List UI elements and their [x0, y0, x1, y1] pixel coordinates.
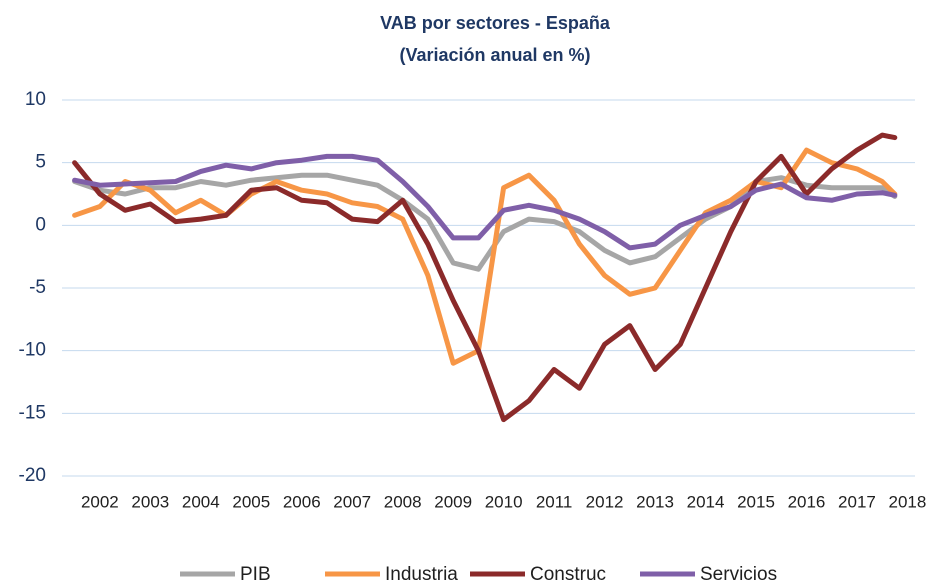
legend-label: PIB [240, 564, 271, 585]
x-tick-label: 2007 [333, 492, 371, 511]
chart-subtitle: (Variación anual en %) [399, 45, 590, 65]
x-tick-label: 2018 [889, 492, 927, 511]
y-tick-label: -20 [19, 465, 46, 486]
x-tick-label: 2005 [232, 492, 270, 511]
y-tick-label: 0 [35, 214, 46, 235]
x-tick-label: 2010 [485, 492, 523, 511]
x-tick-label: 2013 [636, 492, 674, 511]
chart-title: VAB por sectores - España [380, 13, 611, 33]
x-tick-label: 2006 [283, 492, 321, 511]
series-line [72, 153, 898, 251]
x-tick-label: 2003 [131, 492, 169, 511]
legend-label: Industria [385, 564, 458, 585]
y-tick-label: -10 [19, 340, 46, 361]
x-tick-label: 2017 [838, 492, 876, 511]
x-tick-label: 2008 [384, 492, 422, 511]
series-line [72, 172, 898, 272]
x-tick-label: 2004 [182, 492, 220, 511]
y-tick-label: -5 [29, 277, 46, 298]
series-line [72, 132, 898, 423]
x-tick-label: 2012 [586, 492, 624, 511]
x-tick-label: 2014 [687, 492, 725, 511]
y-tick-label: 5 [35, 152, 46, 173]
x-tick-label: 2002 [81, 492, 119, 511]
x-tick-label: 2016 [788, 492, 826, 511]
legend-label: Servicios [700, 564, 777, 585]
y-tick-label: 10 [25, 89, 46, 110]
x-tick-label: 2009 [434, 492, 472, 511]
legend-label: Construc [530, 564, 606, 585]
x-tick-label: 2015 [737, 492, 775, 511]
x-tick-label: 2011 [536, 492, 573, 511]
y-tick-label: -15 [19, 402, 46, 423]
